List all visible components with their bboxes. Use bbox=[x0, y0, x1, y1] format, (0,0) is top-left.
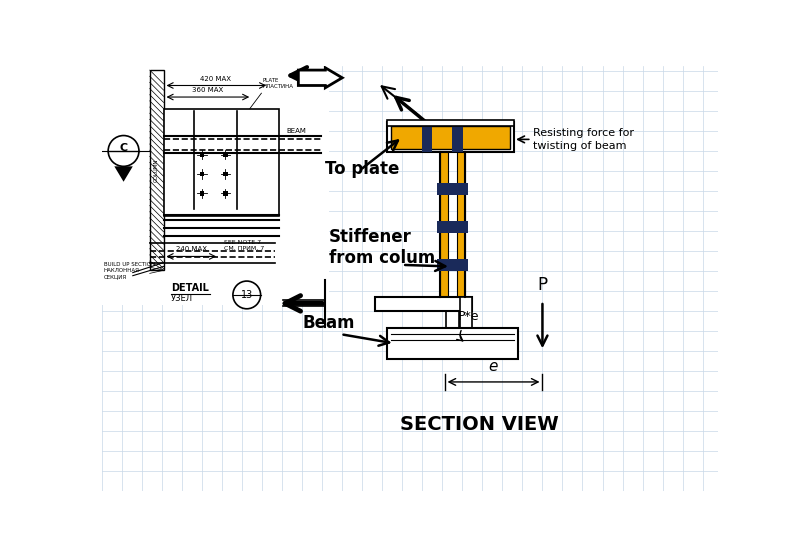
Bar bbox=[150, 70, 164, 270]
Text: 13: 13 bbox=[241, 290, 253, 300]
Bar bbox=[387, 120, 514, 126]
Text: BUILD UP SECTION
НАКЛОННАЯ
СЕКЦИЯ: BUILD UP SECTION НАКЛОННАЯ СЕКЦИЯ bbox=[103, 262, 154, 279]
Polygon shape bbox=[114, 166, 133, 182]
Text: DETAIL: DETAIL bbox=[171, 283, 209, 293]
Circle shape bbox=[233, 281, 261, 309]
Text: 420 MAX: 420 MAX bbox=[201, 76, 231, 82]
Text: 360 MAX: 360 MAX bbox=[192, 87, 223, 93]
Text: SECTION VIEW: SECTION VIEW bbox=[400, 415, 558, 434]
Bar bbox=[437, 221, 468, 233]
Bar bbox=[223, 191, 227, 195]
Bar bbox=[390, 125, 510, 148]
Bar bbox=[460, 297, 472, 328]
Text: BEAM: BEAM bbox=[287, 128, 306, 134]
Text: Resisting force for
twisting of beam: Resisting force for twisting of beam bbox=[534, 128, 634, 151]
Text: To plate: To plate bbox=[326, 160, 400, 178]
Text: C: C bbox=[119, 143, 128, 153]
Bar bbox=[422, 121, 432, 152]
Bar bbox=[437, 183, 468, 195]
Bar bbox=[398, 328, 472, 332]
Text: P*e: P*e bbox=[458, 310, 479, 323]
Bar bbox=[163, 109, 279, 216]
Bar bbox=[457, 152, 465, 297]
Bar bbox=[223, 172, 227, 176]
Text: Beam: Beam bbox=[302, 314, 354, 332]
Bar bbox=[387, 328, 518, 359]
Bar bbox=[102, 66, 329, 305]
Text: P: P bbox=[537, 275, 547, 294]
Bar bbox=[437, 259, 468, 271]
Bar bbox=[375, 297, 472, 311]
Text: COLUMN: COLUMN bbox=[154, 158, 159, 182]
Text: УЗЕЛ: УЗЕЛ bbox=[171, 294, 194, 303]
Bar bbox=[223, 152, 227, 157]
Circle shape bbox=[108, 136, 139, 166]
Bar bbox=[200, 152, 205, 157]
Bar bbox=[387, 121, 514, 152]
Bar bbox=[440, 152, 448, 297]
Text: e: e bbox=[489, 359, 498, 374]
Text: SEE NOTE 7
СМ. ПРИМ. 7: SEE NOTE 7 СМ. ПРИМ. 7 bbox=[224, 240, 264, 251]
Bar bbox=[200, 191, 205, 195]
Text: Stiffener
from colum: Stiffener from colum bbox=[329, 228, 435, 267]
Polygon shape bbox=[298, 68, 342, 88]
Text: PLATE
ПЛАСТИНА: PLATE ПЛАСТИНА bbox=[262, 78, 293, 89]
Bar bbox=[200, 172, 205, 176]
Bar bbox=[452, 121, 463, 152]
Text: 240 MAX: 240 MAX bbox=[176, 246, 207, 252]
